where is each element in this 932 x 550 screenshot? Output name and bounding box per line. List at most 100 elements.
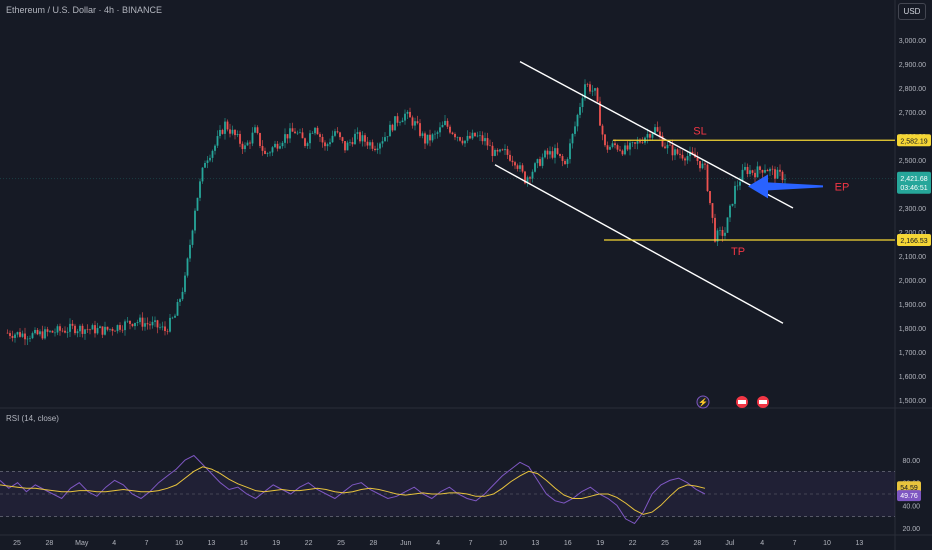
candle-body bbox=[561, 156, 564, 161]
candle-body bbox=[714, 217, 716, 242]
candle-body bbox=[386, 136, 389, 138]
candle-body bbox=[424, 133, 426, 144]
candle-body bbox=[301, 132, 304, 139]
candle-body bbox=[9, 333, 11, 336]
candle-body bbox=[504, 149, 506, 151]
candle-body bbox=[709, 191, 711, 204]
candle-body bbox=[406, 111, 409, 114]
candle-body bbox=[44, 329, 46, 339]
candle-body bbox=[721, 229, 724, 236]
candle-body bbox=[499, 149, 501, 152]
candle-body bbox=[681, 154, 684, 159]
currency-button[interactable]: USD bbox=[898, 3, 926, 20]
time-tick-label: 25 bbox=[661, 540, 669, 547]
candle-body bbox=[666, 144, 669, 149]
candle-body bbox=[371, 142, 374, 149]
time-tick-label: Jun bbox=[400, 540, 411, 547]
price-tick-label: 2,100.00 bbox=[899, 254, 926, 261]
candle-body bbox=[66, 331, 69, 333]
time-tick-label: 4 bbox=[436, 540, 440, 547]
price-tick-label: 2,500.00 bbox=[899, 158, 926, 165]
price-tick-label: 2,000.00 bbox=[899, 278, 926, 285]
candle-body bbox=[209, 157, 211, 161]
time-tick-label: 28 bbox=[370, 540, 378, 547]
candle-body bbox=[741, 169, 744, 182]
candle-body bbox=[226, 121, 229, 130]
candle-body bbox=[244, 145, 246, 150]
candle-body bbox=[189, 244, 191, 259]
stop-loss-label: SL bbox=[693, 125, 706, 137]
price-tick-label: 2,800.00 bbox=[899, 86, 926, 93]
candle-body bbox=[104, 326, 106, 335]
candle-body bbox=[346, 142, 349, 151]
candle-body bbox=[516, 165, 519, 169]
lightning-icon bbox=[696, 395, 710, 409]
candle-body bbox=[89, 329, 91, 331]
candle-body bbox=[126, 320, 129, 322]
candle-body bbox=[281, 142, 284, 147]
candle-body bbox=[396, 116, 399, 123]
candle-body bbox=[421, 133, 424, 136]
candle-body bbox=[121, 329, 124, 331]
candle-body bbox=[336, 131, 339, 133]
candle-body bbox=[559, 153, 561, 157]
candle-body bbox=[641, 142, 644, 144]
candle-body bbox=[306, 143, 309, 146]
candle-body bbox=[174, 315, 176, 318]
candle-body bbox=[664, 146, 666, 149]
candle-body bbox=[176, 302, 179, 316]
candle-body bbox=[224, 121, 226, 134]
candle-body bbox=[759, 166, 761, 170]
candle-body bbox=[536, 159, 539, 164]
candle-body bbox=[701, 163, 704, 169]
candle-body bbox=[249, 142, 251, 144]
candle-body bbox=[746, 166, 749, 175]
candle-body bbox=[624, 145, 626, 155]
candle-body bbox=[439, 127, 441, 133]
candle-body bbox=[689, 151, 691, 157]
candle-body bbox=[454, 133, 456, 138]
candle-body bbox=[196, 197, 199, 211]
candle-body bbox=[541, 157, 544, 166]
candle-body bbox=[154, 320, 156, 322]
candle-body bbox=[204, 162, 206, 168]
rsi-value-bg bbox=[897, 481, 921, 493]
candle-body bbox=[704, 163, 706, 165]
candle-body bbox=[159, 327, 161, 329]
candle-body bbox=[576, 114, 579, 127]
candle-body bbox=[584, 84, 586, 99]
candle-body bbox=[84, 329, 86, 334]
tp-price-label: 2,166.53 bbox=[900, 238, 927, 245]
candle-body bbox=[279, 146, 281, 149]
time-tick-label: Jul bbox=[725, 540, 734, 547]
candle-body bbox=[266, 153, 269, 154]
candle-body bbox=[706, 164, 709, 192]
candle-body bbox=[111, 328, 114, 331]
candle-body bbox=[86, 329, 89, 331]
candle-body bbox=[401, 120, 404, 123]
candle-body bbox=[496, 149, 499, 152]
candle-body bbox=[781, 171, 784, 181]
candle-body bbox=[64, 330, 66, 333]
price-tick-label: 2,300.00 bbox=[899, 206, 926, 213]
candle-body bbox=[101, 326, 104, 335]
price-tick-label: 1,500.00 bbox=[899, 398, 926, 405]
flag-icon-mark bbox=[738, 400, 746, 404]
candle-body bbox=[201, 167, 204, 182]
candle-body bbox=[466, 135, 469, 141]
candle-body bbox=[566, 159, 569, 165]
candle-body bbox=[34, 329, 36, 334]
candle-body bbox=[676, 149, 679, 154]
candle-body bbox=[634, 142, 636, 144]
candle-body bbox=[259, 133, 261, 146]
candle-body bbox=[619, 149, 621, 151]
candle-body bbox=[374, 148, 376, 151]
candle-body bbox=[769, 168, 771, 172]
candle-body bbox=[26, 338, 29, 340]
candle-body bbox=[754, 172, 756, 178]
candle-body bbox=[686, 156, 689, 161]
candle-body bbox=[756, 166, 759, 178]
time-tick-label: 10 bbox=[499, 540, 507, 547]
price-tick-label: 2,200.00 bbox=[899, 230, 926, 237]
